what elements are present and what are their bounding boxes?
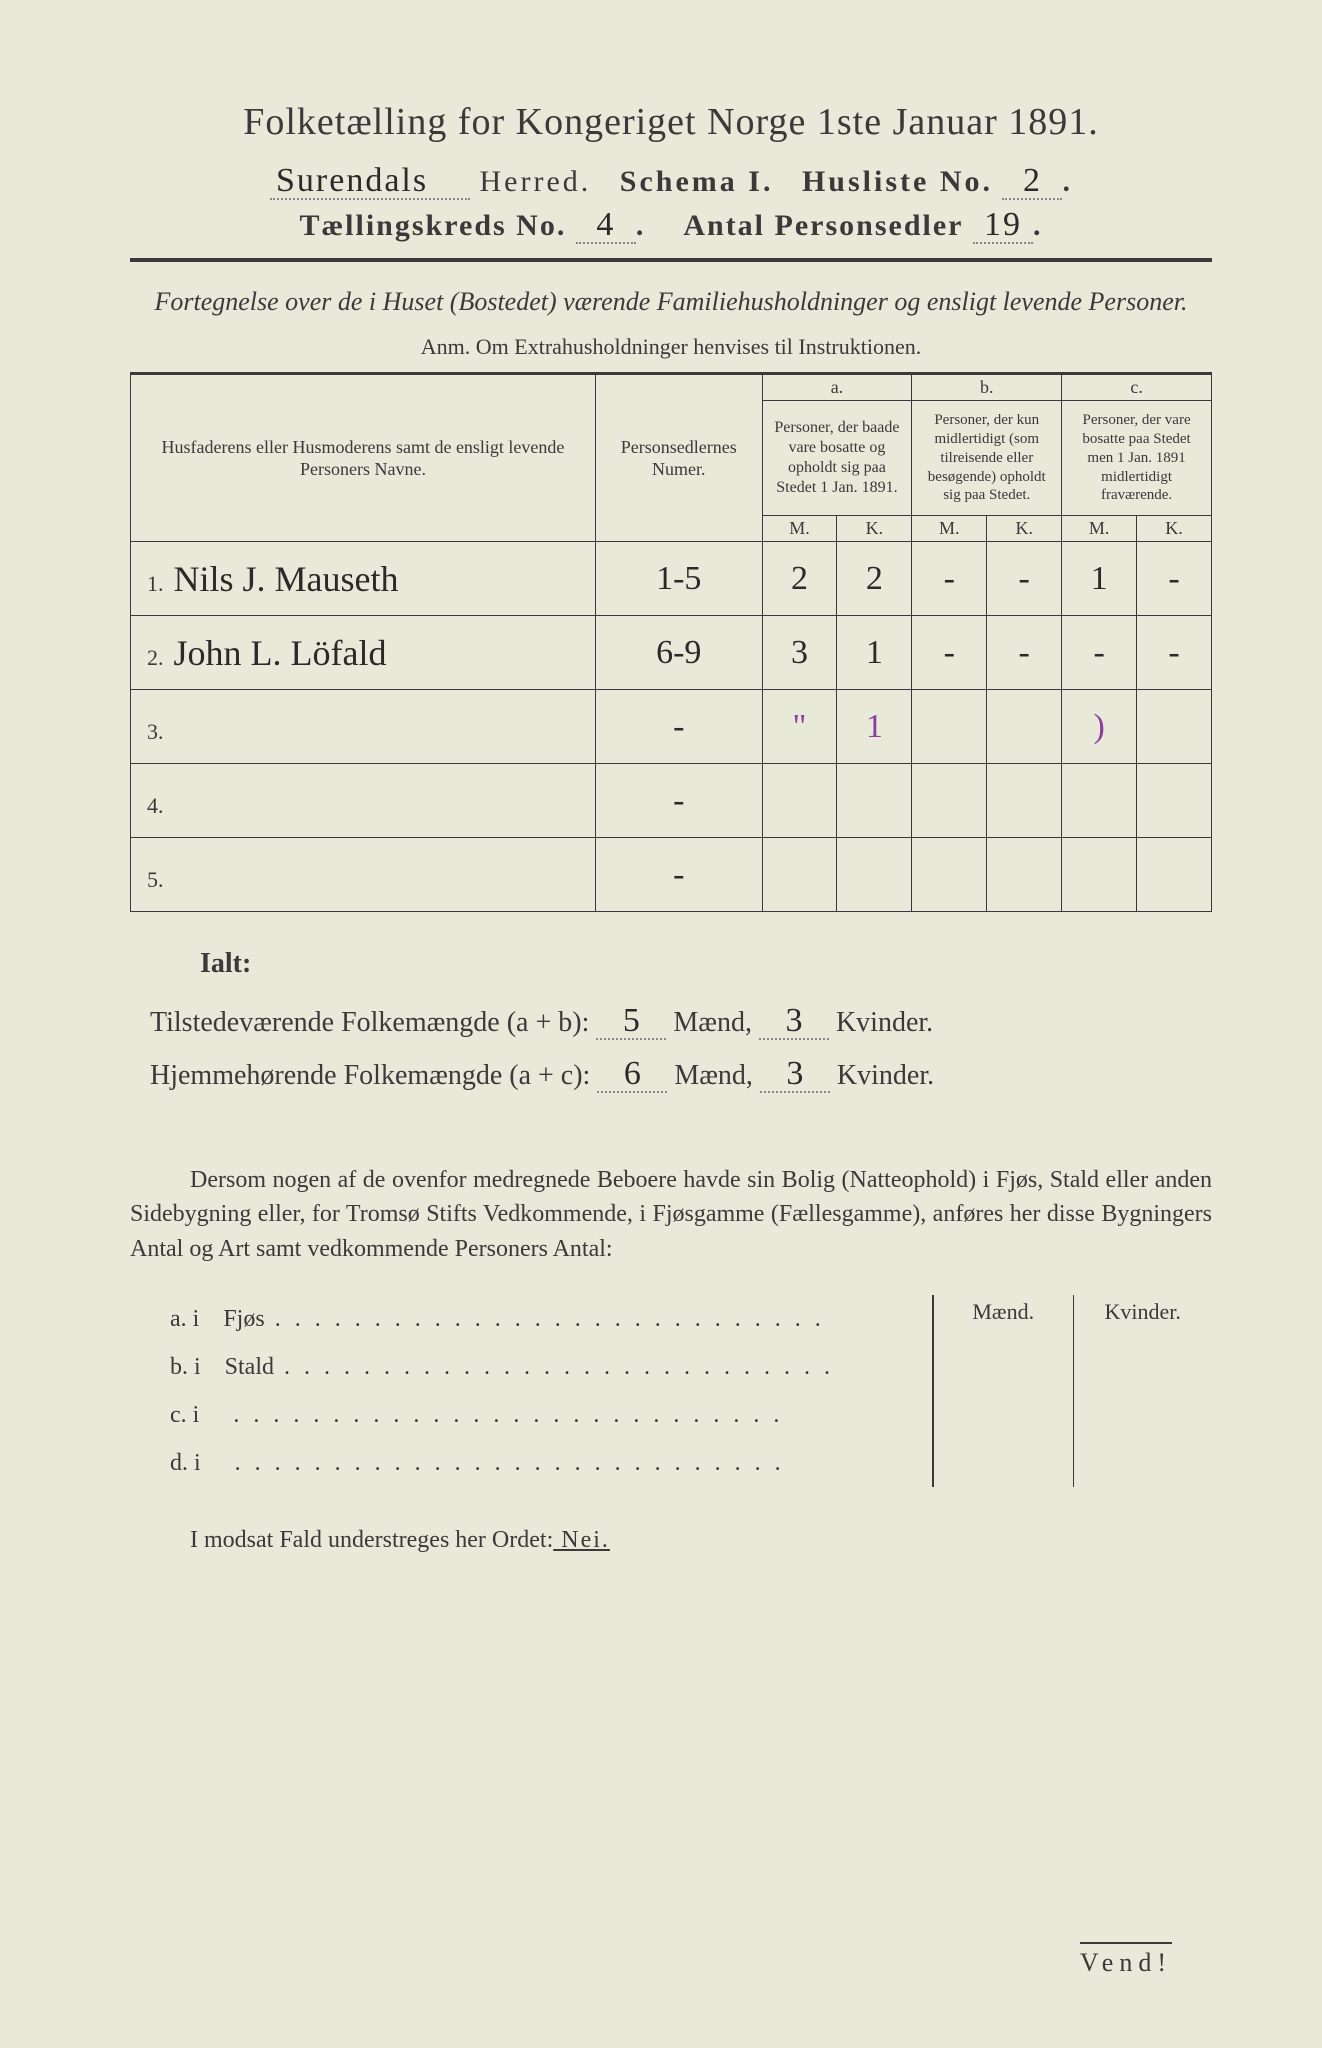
col-c-letter: c.	[1062, 374, 1212, 401]
header-line-3: Tællingskreds No. 4. Antal Personsedler …	[130, 208, 1212, 244]
nei-word: Nei.	[553, 1527, 610, 1553]
table-row: 5.-	[131, 838, 1212, 912]
col-a-m: M.	[762, 516, 837, 542]
col-b-m: M.	[912, 516, 987, 542]
totals-line1-label: Tilstedeværende Folkemængde (a + b):	[150, 1007, 589, 1038]
col-a-k: K.	[837, 516, 912, 542]
herred-label: Herred.	[480, 165, 592, 198]
col-c-m: M.	[1062, 516, 1137, 542]
maend-label-2: Mænd,	[674, 1060, 753, 1091]
totals-line2-label: Hjemmehørende Folkemængde (a + c):	[150, 1060, 590, 1091]
totals-line2-m: 6	[597, 1057, 667, 1093]
totals-line1-k: 3	[759, 1004, 829, 1040]
building-header-k: Kvinder.	[1074, 1295, 1213, 1487]
building-paragraph: Dersom nogen af de ovenfor medregnede Be…	[130, 1163, 1212, 1267]
vend-label: Vend!	[1080, 1942, 1172, 1978]
col-b-letter: b.	[912, 374, 1062, 401]
col-a-desc: Personer, der baade vare bosatte og opho…	[762, 401, 912, 516]
herred-value: Surendals	[270, 164, 470, 200]
subtitle: Fortegnelse over de i Huset (Bostedet) v…	[130, 284, 1212, 320]
nei-prefix: I modsat Fald understreges her Ordet:	[190, 1527, 553, 1553]
kvinder-label-2: Kvinder.	[837, 1060, 934, 1091]
schema-label: Schema I.	[620, 165, 774, 198]
building-row: d. i . . . . . . . . . . . . . . . . . .…	[170, 1439, 932, 1487]
nei-line: I modsat Fald understreges her Ordet: Ne…	[130, 1527, 1212, 1554]
table-row: 2.John L. Löfald6-931----	[131, 616, 1212, 690]
totals-line1-m: 5	[596, 1004, 666, 1040]
table-row: 4.-	[131, 764, 1212, 838]
col-c-desc: Personer, der vare bosatte paa Stedet me…	[1062, 401, 1212, 516]
divider	[130, 258, 1212, 262]
kreds-label: Tællingskreds No.	[300, 209, 567, 242]
totals-block: Tilstedeværende Folkemængde (a + b): 5 M…	[130, 996, 1212, 1102]
maend-label-1: Mænd,	[673, 1007, 752, 1038]
building-row: a. i Fjøs . . . . . . . . . . . . . . . …	[170, 1295, 932, 1343]
building-row: c. i . . . . . . . . . . . . . . . . . .…	[170, 1391, 932, 1439]
col-header-names: Husfaderens eller Husmoderens samt de en…	[131, 374, 596, 542]
col-b-desc: Personer, der kun midlertidigt (som tilr…	[912, 401, 1062, 516]
col-c-k: K.	[1137, 516, 1212, 542]
building-block: a. i Fjøs . . . . . . . . . . . . . . . …	[130, 1295, 1212, 1487]
kreds-value: 4	[576, 208, 636, 244]
col-header-personsedler: Personsedlernes Numer.	[595, 374, 762, 542]
kvinder-label-1: Kvinder.	[836, 1007, 933, 1038]
col-a-letter: a.	[762, 374, 912, 401]
annotation-note: Anm. Om Extrahusholdninger henvises til …	[130, 334, 1212, 360]
page-title: Folketælling for Kongeriget Norge 1ste J…	[130, 100, 1212, 144]
building-row: b. i Stald . . . . . . . . . . . . . . .…	[170, 1343, 932, 1391]
census-form: Folketælling for Kongeriget Norge 1ste J…	[130, 100, 1212, 1554]
husliste-value: 2	[1002, 164, 1062, 200]
husliste-label: Husliste No.	[802, 165, 993, 198]
ialt-label: Ialt:	[130, 948, 1212, 980]
household-table: Husfaderens eller Husmoderens samt de en…	[130, 372, 1212, 912]
table-row: 1.Nils J. Mauseth1-522--1-	[131, 542, 1212, 616]
antal-label: Antal Personsedler	[683, 209, 963, 242]
header-line-2: Surendals Herred. Schema I. Husliste No.…	[130, 164, 1212, 200]
building-mk-box: Mænd. Kvinder.	[932, 1295, 1212, 1487]
totals-line2-k: 3	[760, 1057, 830, 1093]
table-row: 3.-"1)	[131, 690, 1212, 764]
building-header-m: Mænd.	[934, 1295, 1074, 1487]
antal-value: 19	[973, 208, 1033, 244]
col-b-k: K.	[987, 516, 1062, 542]
